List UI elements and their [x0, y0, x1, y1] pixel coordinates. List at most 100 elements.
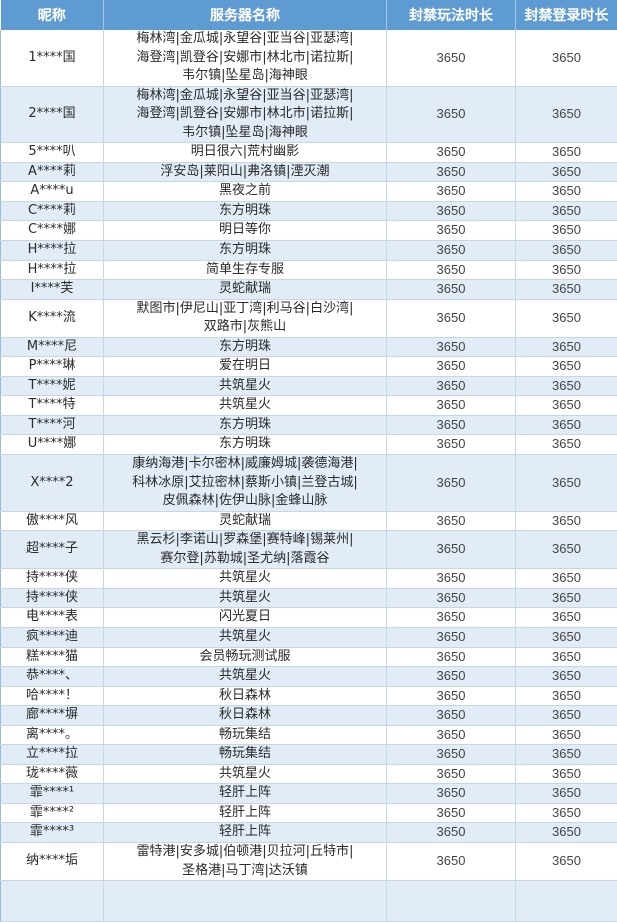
nickname-cell: H****拉: [1, 241, 104, 261]
login-ban-cell: 3650: [516, 764, 617, 784]
header-nickname: 昵称: [1, 0, 104, 30]
empty-cell: [1, 881, 104, 922]
login-ban-cell: 3650: [516, 647, 617, 667]
server-cell: 共筑星火: [104, 667, 387, 687]
login-ban-cell: 3650: [516, 30, 617, 86]
server-cell: 梅林湾|金瓜城|永望谷|亚当谷|亚瑟湾| 海登湾|凯登谷|安娜市|林北市|诺拉斯…: [104, 30, 387, 86]
server-cell: 梅林湾|金瓜城|永望谷|亚当谷|亚瑟湾| 海登湾|凯登谷|安娜市|林北市|诺拉斯…: [104, 86, 387, 143]
server-cell: 东方明珠: [104, 337, 387, 357]
play-ban-cell: 3650: [387, 182, 516, 202]
nickname-cell: C****莉: [1, 201, 104, 221]
server-cell: 轻肝上阵: [104, 784, 387, 804]
nickname-cell: A****u: [1, 182, 104, 202]
play-ban-cell: 3650: [387, 842, 516, 880]
nickname-cell: H****拉: [1, 260, 104, 280]
play-ban-cell: 3650: [387, 143, 516, 163]
nickname-cell: 恭****、: [1, 667, 104, 687]
play-ban-cell: 3650: [387, 803, 516, 823]
server-cell: 雷特港|安多城|伯顿港|贝拉河|丘特市| 圣格港|马丁湾|达沃镇: [104, 842, 387, 880]
server-cell: 简单生存专服: [104, 260, 387, 280]
login-ban-cell: 3650: [516, 569, 617, 589]
login-ban-cell: 3650: [516, 182, 617, 202]
login-ban-cell: 3650: [516, 241, 617, 261]
server-cell: 默图市|伊尼山|亚丁湾|利马谷|白沙湾| 双路市|灰熊山: [104, 299, 387, 337]
server-cell: 秋日森林: [104, 686, 387, 706]
login-ban-cell: 3650: [516, 415, 617, 435]
server-cell: 共筑星火: [104, 396, 387, 416]
nickname-cell: C****娜: [1, 221, 104, 241]
nickname-cell: U****娜: [1, 435, 104, 455]
login-ban-cell: 3650: [516, 162, 617, 182]
nickname-cell: 糕****猫: [1, 647, 104, 667]
server-cell: 黑云杉|李诺山|罗森堡|赛特峰|锡莱州| 赛尔登|苏勒城|圣尤纳|落霞谷: [104, 531, 387, 569]
play-ban-cell: 3650: [387, 280, 516, 300]
play-ban-cell: 3650: [387, 667, 516, 687]
login-ban-cell: 3650: [516, 455, 617, 512]
login-ban-cell: 3650: [516, 396, 617, 416]
nickname-cell: 霏****²: [1, 803, 104, 823]
table-row-partial: [1, 881, 617, 922]
login-ban-cell: 3650: [516, 784, 617, 804]
play-ban-cell: 3650: [387, 221, 516, 241]
play-ban-cell: 3650: [387, 337, 516, 357]
nickname-cell: 5****叭: [1, 143, 104, 163]
login-ban-cell: 3650: [516, 435, 617, 455]
play-ban-cell: 3650: [387, 376, 516, 396]
login-ban-cell: 3650: [516, 201, 617, 221]
server-cell: 共筑星火: [104, 588, 387, 608]
login-ban-cell: 3650: [516, 531, 617, 569]
play-ban-cell: 3650: [387, 455, 516, 512]
play-ban-cell: 3650: [387, 725, 516, 745]
empty-cell: [387, 881, 516, 922]
play-ban-cell: 3650: [387, 396, 516, 416]
empty-cell: [104, 881, 387, 922]
nickname-cell: 2****国: [1, 86, 104, 143]
play-ban-cell: 3650: [387, 784, 516, 804]
server-cell: 东方明珠: [104, 415, 387, 435]
nickname-cell: 超****子: [1, 531, 104, 569]
server-cell: 会员畅玩测试服: [104, 647, 387, 667]
login-ban-cell: 3650: [516, 725, 617, 745]
nickname-cell: 疯****迪: [1, 627, 104, 647]
play-ban-cell: 3650: [387, 764, 516, 784]
nickname-cell: P****琳: [1, 357, 104, 377]
play-ban-cell: 3650: [387, 823, 516, 843]
server-cell: 轻肝上阵: [104, 803, 387, 823]
nickname-cell: 傲****风: [1, 511, 104, 531]
play-ban-cell: 3650: [387, 745, 516, 765]
play-ban-cell: 3650: [387, 569, 516, 589]
header-play-ban-duration: 封禁玩法时长: [387, 0, 516, 30]
server-cell: 闪光夏日: [104, 608, 387, 628]
login-ban-cell: 3650: [516, 280, 617, 300]
play-ban-cell: 3650: [387, 260, 516, 280]
server-cell: 畅玩集结: [104, 725, 387, 745]
nickname-cell: T****妮: [1, 376, 104, 396]
login-ban-cell: 3650: [516, 686, 617, 706]
login-ban-cell: 3650: [516, 221, 617, 241]
login-ban-cell: 3650: [516, 842, 617, 880]
nickname-cell: T****特: [1, 396, 104, 416]
login-ban-cell: 3650: [516, 260, 617, 280]
play-ban-cell: 3650: [387, 647, 516, 667]
login-ban-cell: 3650: [516, 337, 617, 357]
login-ban-cell: 3650: [516, 803, 617, 823]
table-row: 超****子黑云杉|李诺山|罗森堡|赛特峰|锡莱州| 赛尔登|苏勒城|圣尤纳|落…: [1, 531, 617, 569]
play-ban-cell: 3650: [387, 706, 516, 726]
